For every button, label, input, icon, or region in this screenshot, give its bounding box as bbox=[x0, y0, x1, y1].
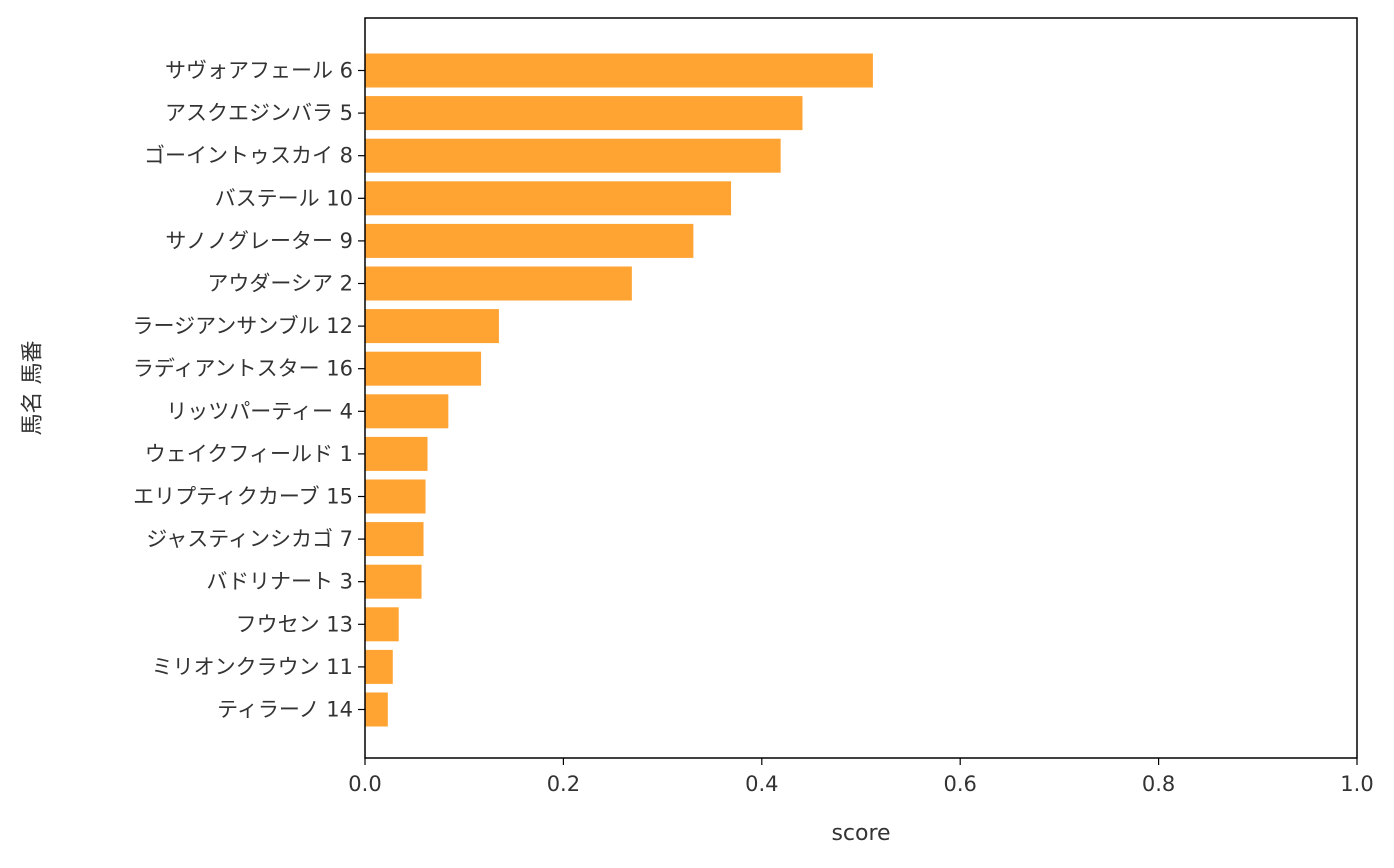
y-tick-label: アウダーシア 2 bbox=[207, 272, 353, 296]
x-tick-label: 0.2 bbox=[547, 772, 580, 796]
bar bbox=[365, 649, 393, 684]
bar bbox=[365, 522, 424, 557]
bar bbox=[365, 436, 428, 471]
y-tick-label: ティラーノ 14 bbox=[217, 698, 353, 722]
y-tick-label: サノノグレーター 9 bbox=[165, 229, 353, 253]
y-tick-label: ジャスティンシカゴ 7 bbox=[146, 527, 353, 551]
y-tick-label: ゴーイントゥスカイ 8 bbox=[144, 144, 353, 168]
y-tick-label: サヴォアフェール 6 bbox=[165, 59, 353, 83]
bar bbox=[365, 309, 499, 344]
y-axis-label: 馬名 馬番 bbox=[21, 341, 46, 436]
x-tick-label: 1.0 bbox=[1340, 772, 1373, 796]
plot-frame bbox=[364, 17, 1358, 759]
x-tick-label: 0.4 bbox=[745, 772, 778, 796]
bar bbox=[365, 138, 781, 173]
bar bbox=[365, 96, 803, 131]
y-tick-label: ラージアンサンブル 12 bbox=[132, 314, 353, 338]
x-tick-label: 0.8 bbox=[1142, 772, 1175, 796]
bar bbox=[365, 351, 482, 386]
bar bbox=[365, 53, 873, 88]
y-tick-label: ウェイクフィールド 1 bbox=[145, 442, 353, 466]
bar bbox=[365, 181, 732, 216]
x-axis-label: score bbox=[831, 821, 890, 846]
bar bbox=[365, 223, 694, 258]
y-tick-label: バステール 10 bbox=[215, 186, 353, 210]
bar bbox=[365, 692, 388, 727]
bar bbox=[365, 479, 426, 514]
x-tick-label: 0.6 bbox=[943, 772, 976, 796]
y-tick-label: ラディアントスター 16 bbox=[133, 357, 353, 381]
x-tick-label: 0.0 bbox=[348, 772, 381, 796]
bar bbox=[365, 607, 399, 642]
bar bbox=[365, 564, 422, 599]
bar bbox=[365, 394, 449, 429]
y-tick-label: フウセン 13 bbox=[236, 612, 353, 636]
y-tick-label: リッツパーティー 4 bbox=[166, 399, 353, 423]
y-tick-label: ミリオンクラウン 11 bbox=[152, 655, 353, 679]
bar bbox=[365, 266, 632, 301]
y-tick-label: アスクエジンバラ 5 bbox=[165, 101, 353, 125]
y-tick-label: エリプティクカーブ 15 bbox=[133, 485, 353, 509]
y-tick-label: バドリナート 3 bbox=[206, 570, 353, 594]
